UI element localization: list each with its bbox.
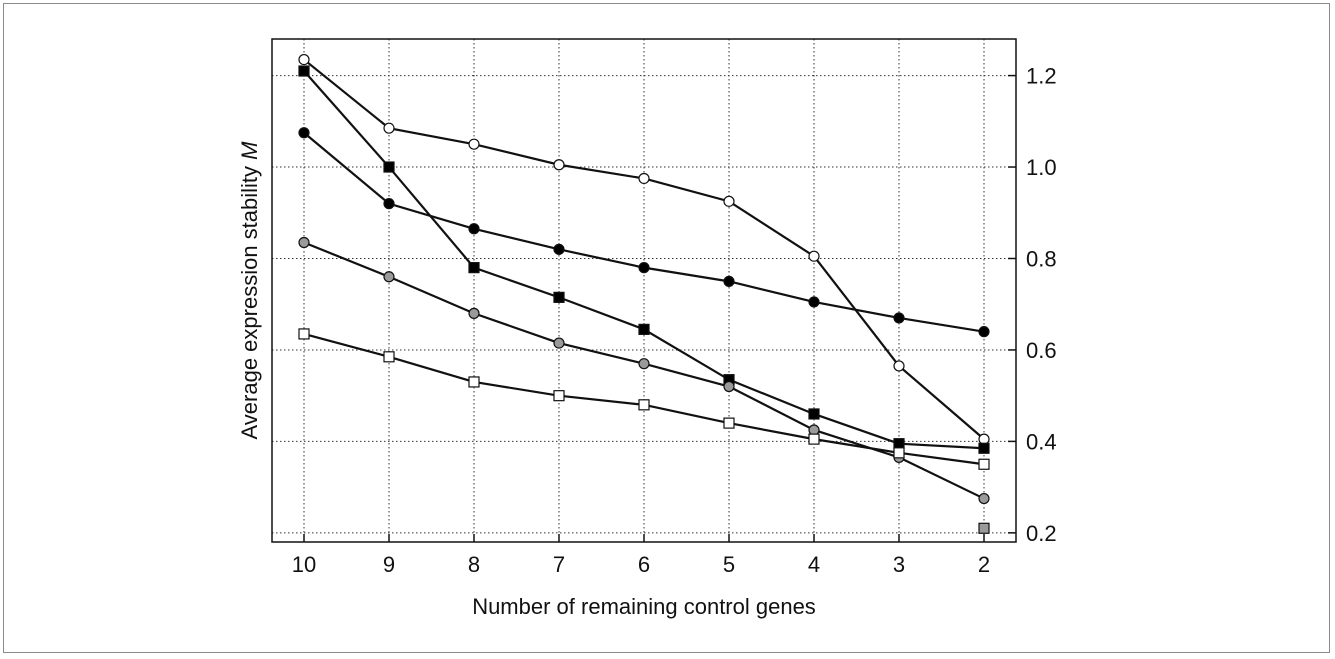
x-tick-label: 8 xyxy=(468,552,480,577)
series-5 xyxy=(298,328,990,470)
x-tick-label: 10 xyxy=(292,552,316,577)
data-point-circle xyxy=(383,122,395,134)
data-point-square xyxy=(978,458,990,470)
data-point-circle xyxy=(978,492,990,505)
y-tick-label: 0.2 xyxy=(1026,521,1057,546)
data-point-circle xyxy=(468,307,480,319)
data-point-circle xyxy=(638,172,650,185)
data-point-square xyxy=(298,65,310,77)
series-2 xyxy=(298,65,990,454)
y-tick-label: 1.2 xyxy=(1026,64,1057,89)
data-point-circle xyxy=(723,195,735,207)
data-point-square xyxy=(808,408,820,420)
series-line xyxy=(303,58,985,440)
x-tick-label: 6 xyxy=(638,552,650,577)
data-point-square xyxy=(298,328,310,340)
data-point-circle xyxy=(893,312,905,324)
y-tick-label: 0.4 xyxy=(1026,429,1057,454)
series-1 xyxy=(298,53,990,445)
series-group xyxy=(298,53,990,534)
y-axis-label: Average expression stability M xyxy=(237,141,262,440)
data-point-square xyxy=(638,323,650,335)
x-tick-label: 7 xyxy=(553,552,565,577)
data-point-circle xyxy=(468,223,480,235)
x-axis-ticks: 10 9 8 7 6 5 4 3 2 xyxy=(292,534,990,577)
data-point-circle xyxy=(978,326,990,338)
x-tick-label: 3 xyxy=(893,552,905,577)
data-point-circle xyxy=(553,159,565,171)
x-tick-label: 4 xyxy=(808,552,820,577)
data-point-square xyxy=(383,351,395,363)
series-6 xyxy=(978,522,990,534)
data-point-circle xyxy=(298,236,310,249)
data-point-square xyxy=(383,161,395,173)
line-chart: 10 9 8 7 6 5 4 3 2 0.2 0.4 0.6 0.8 1.0 1.2 Number of … xyxy=(237,38,1057,619)
grid-lines xyxy=(272,39,1016,542)
data-point-circle xyxy=(808,424,820,436)
plot-area xyxy=(271,38,1017,543)
x-tick-label: 5 xyxy=(723,552,735,577)
data-point-circle xyxy=(638,262,650,274)
x-axis-label: Number of remaining control genes xyxy=(472,594,816,619)
data-point-circle xyxy=(723,275,735,287)
data-point-circle xyxy=(638,358,650,370)
data-point-square xyxy=(468,376,480,388)
data-point-square xyxy=(553,390,565,402)
series-3 xyxy=(298,127,990,338)
data-point-circle xyxy=(298,127,310,139)
data-point-square xyxy=(638,399,650,411)
y-tick-label: 0.6 xyxy=(1026,338,1057,363)
data-point-circle xyxy=(553,243,565,255)
data-point-circle xyxy=(468,138,480,150)
data-point-square xyxy=(808,433,820,445)
data-point-circle xyxy=(893,360,905,372)
data-point-square xyxy=(723,417,735,429)
data-point-circle xyxy=(553,337,565,349)
data-point-square xyxy=(893,447,905,459)
data-point-square xyxy=(893,438,905,450)
y-tick-label: 1.0 xyxy=(1026,155,1057,180)
x-tick-label: 9 xyxy=(383,552,395,577)
data-point-circle xyxy=(298,53,310,66)
y-tick-label: 0.8 xyxy=(1026,246,1057,271)
y-axis-label-text: Average expression stability xyxy=(237,160,262,440)
data-point-circle xyxy=(978,433,990,445)
x-tick-label: 2 xyxy=(978,552,990,577)
y-axis-label-symbol: M xyxy=(237,141,262,160)
data-point-circle xyxy=(383,198,395,210)
y-axis-ticks: 0.2 0.4 0.6 0.8 1.0 1.2 xyxy=(1008,64,1057,546)
data-point-circle xyxy=(723,380,735,393)
data-point-circle xyxy=(808,250,820,262)
data-point-square xyxy=(468,262,480,274)
data-point-circle xyxy=(808,296,820,308)
data-point-circle xyxy=(383,271,395,283)
data-point-square xyxy=(978,442,990,454)
data-point-square xyxy=(553,291,565,303)
data-point-square xyxy=(978,522,990,534)
chart-frame: 10 9 8 7 6 5 4 3 2 0.2 0.4 0.6 0.8 1.0 1.2 Number of … xyxy=(3,3,1330,653)
